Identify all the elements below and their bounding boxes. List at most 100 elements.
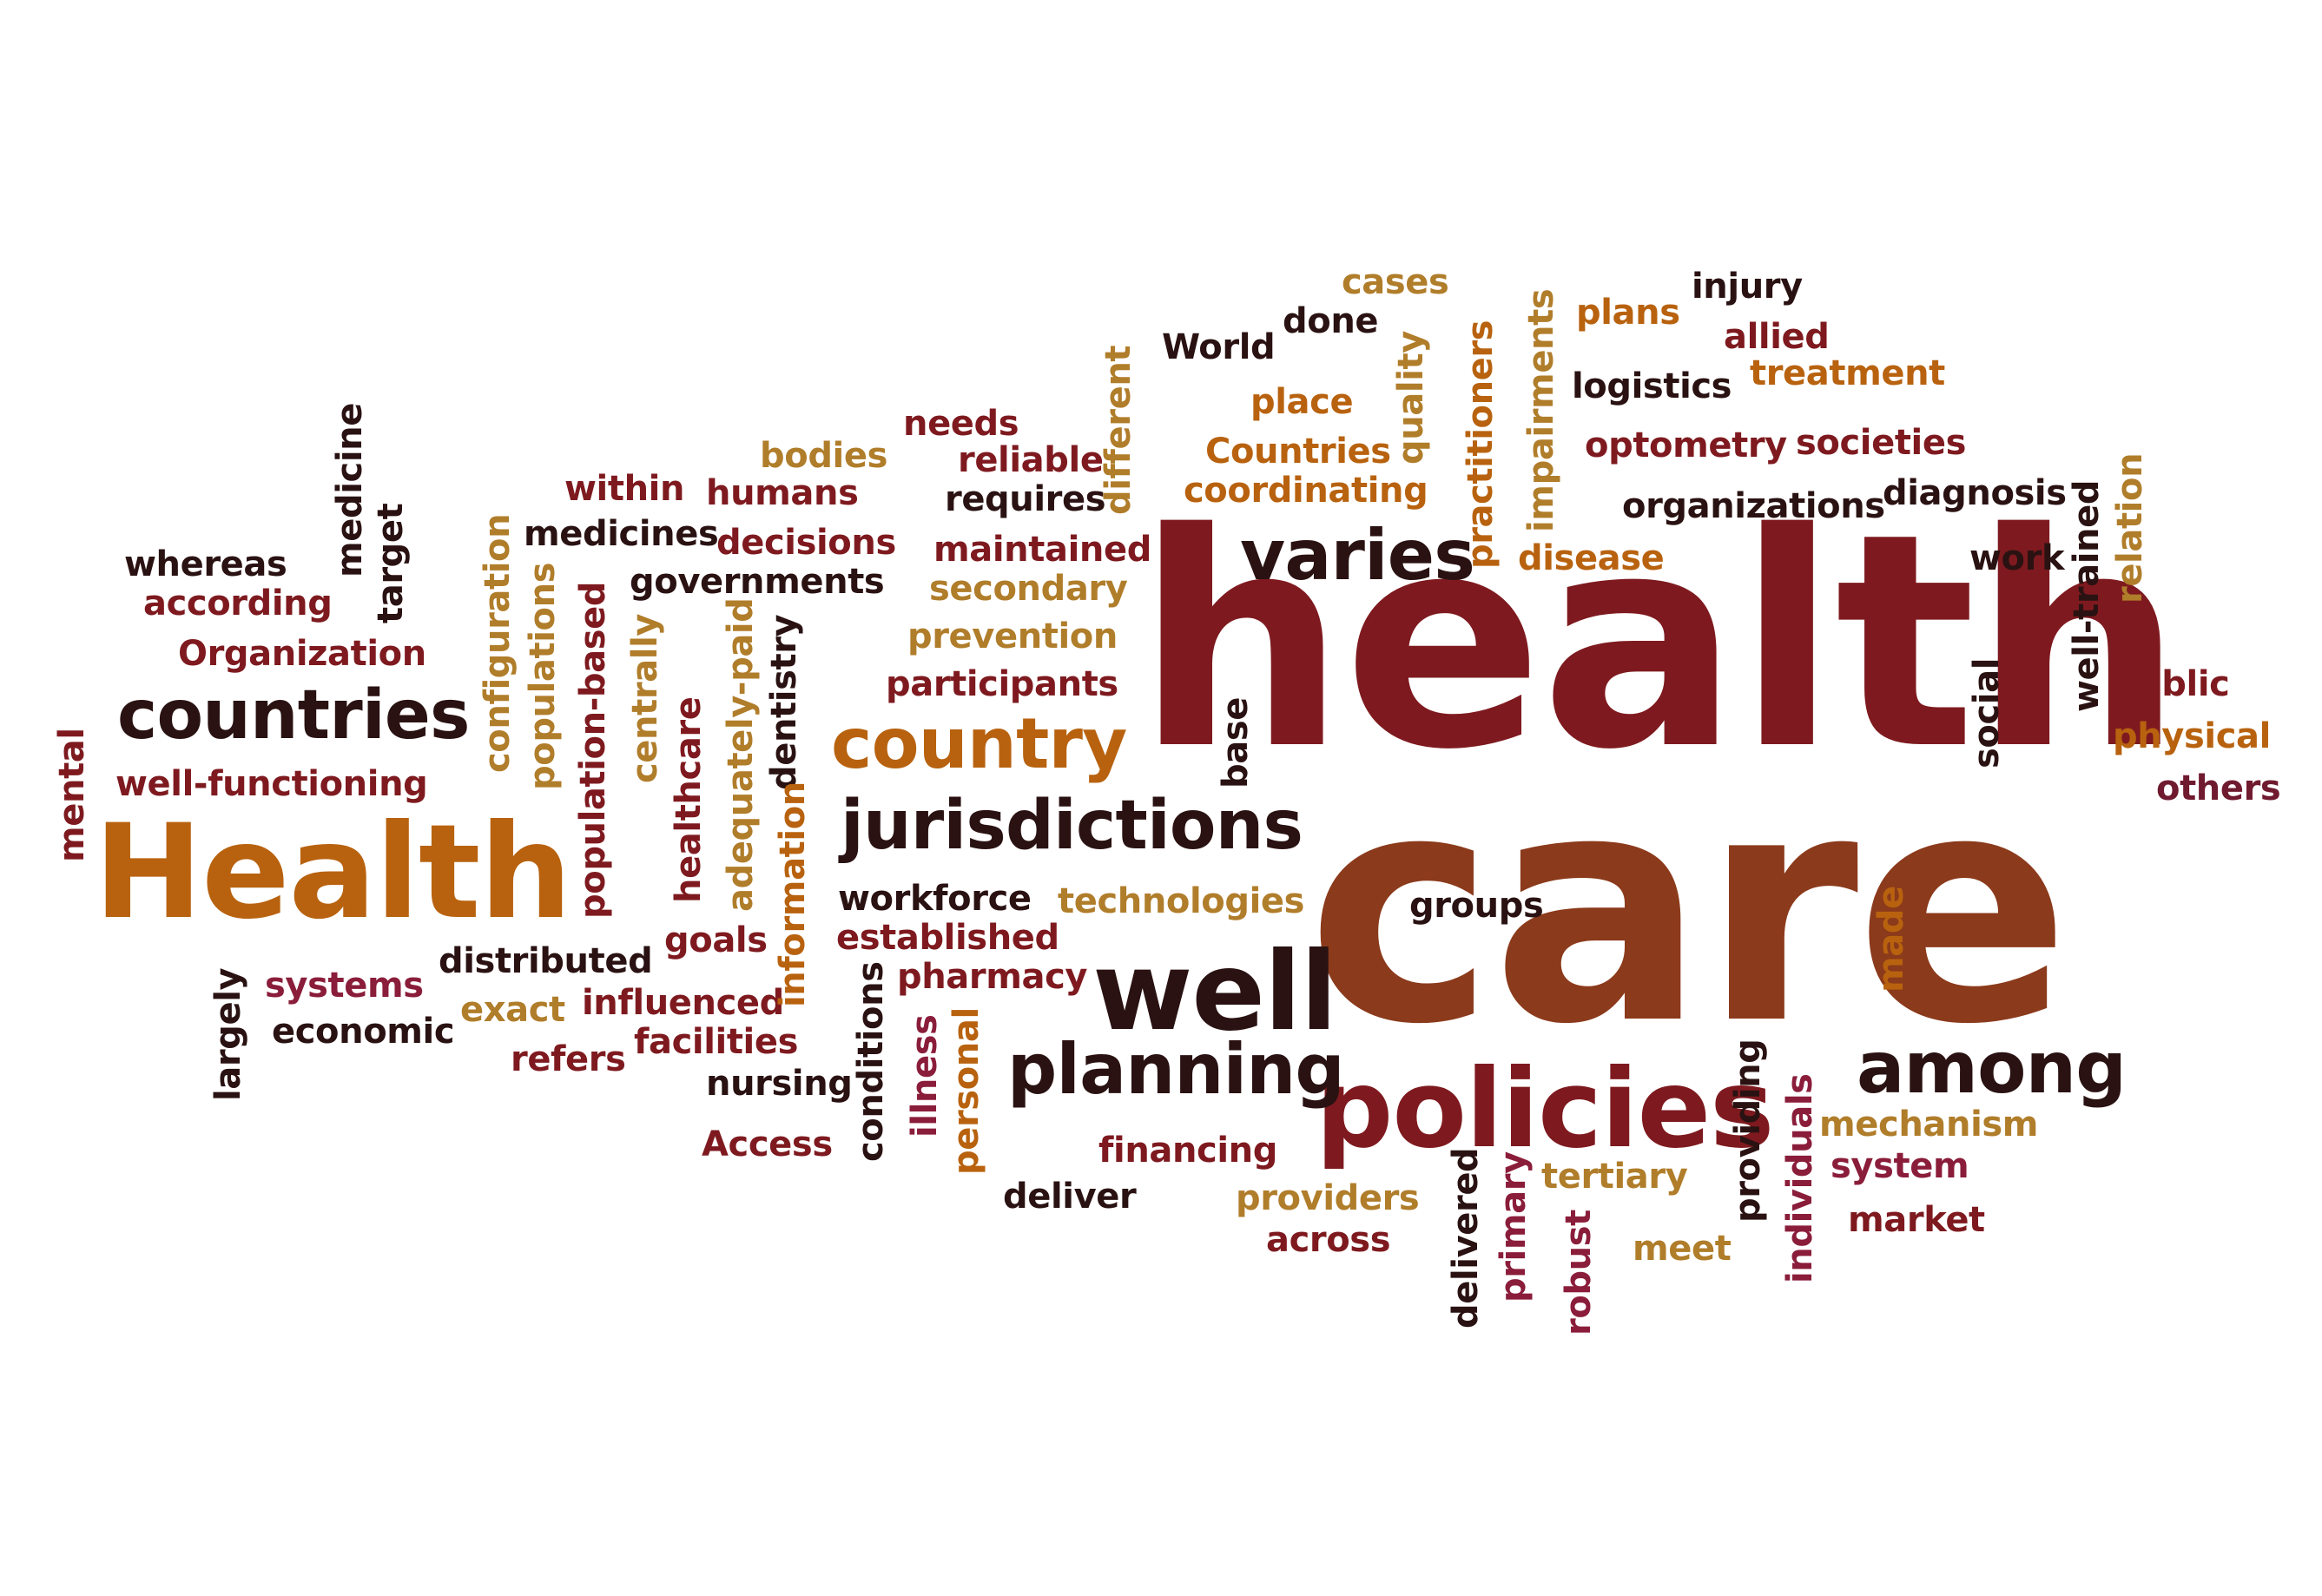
word-deliver: deliver <box>1003 1177 1137 1217</box>
word-policies: policies <box>1316 1046 1774 1172</box>
word-population-based: population-based <box>573 581 613 919</box>
word-primary: primary <box>1494 1151 1534 1303</box>
word-within: within <box>564 469 685 509</box>
word-centrally: centrally <box>625 613 665 783</box>
word-healthcare: healthcare <box>669 696 709 903</box>
word-logistics: logistics <box>1572 366 1732 406</box>
word-dentistry: dentistry <box>764 614 804 790</box>
word-humans: humans <box>706 473 859 513</box>
word-countries: countries <box>117 676 470 755</box>
word-facilities: facilities <box>634 1022 799 1062</box>
word-cases: cases <box>1342 262 1449 302</box>
word-well-functioning: well-functioning <box>115 764 428 804</box>
word-well-trained: well-trained <box>2067 479 2107 712</box>
word-coordinating: coordinating <box>1184 471 1428 511</box>
word-Health: Health <box>94 797 572 948</box>
word-whereas: whereas <box>124 544 287 584</box>
word-system: system <box>1831 1146 1969 1186</box>
word-participants: participants <box>886 664 1118 704</box>
word-others: others <box>2156 768 2281 808</box>
word-illness: illness <box>905 1014 945 1138</box>
word-needs: needs <box>903 404 1019 444</box>
word-different: different <box>1098 345 1138 515</box>
word-impairments: impairments <box>1521 288 1561 532</box>
word-systems: systems <box>265 966 424 1006</box>
word-populations: populations <box>523 562 563 790</box>
word-social: social <box>1967 657 2007 768</box>
word-work: work <box>1969 538 2065 578</box>
word-prevention: prevention <box>907 617 1118 656</box>
word-information: information <box>773 782 813 1007</box>
word-robust: robust <box>1559 1210 1599 1335</box>
word-Organization: Organization <box>178 634 426 674</box>
word-tertiary: tertiary <box>1541 1157 1688 1197</box>
word-organizations: organizations <box>1622 486 1885 526</box>
word-workforce: workforce <box>838 879 1032 919</box>
word-diagnosis: diagnosis <box>1883 473 2067 513</box>
word-established: established <box>836 918 1059 958</box>
word-bodies: bodies <box>760 436 887 476</box>
word-varies: varies <box>1240 515 1475 596</box>
word-treatment: treatment <box>1750 353 1945 393</box>
word-governments: governments <box>630 562 885 602</box>
word-quality: quality <box>1391 331 1431 465</box>
word-across: across <box>1266 1220 1391 1260</box>
word-health: health <box>1136 471 2183 814</box>
word-exact: exact <box>460 990 565 1030</box>
word-medicines: medicines <box>524 514 719 554</box>
word-practitioners: practitioners <box>1461 320 1501 569</box>
word-providing: providing <box>1728 1039 1768 1223</box>
word-Countries: Countries <box>1205 432 1391 472</box>
word-place: place <box>1250 382 1354 422</box>
word-conditions: conditions <box>851 961 891 1162</box>
word-societies: societies <box>1796 423 1967 463</box>
word-adequately-paid: adequately-paid <box>721 597 761 912</box>
word-personal: personal <box>947 1007 986 1175</box>
word-mechanism: mechanism <box>1819 1105 2039 1144</box>
word-among: among <box>1857 1027 2127 1110</box>
word-pharmacy: pharmacy <box>897 957 1088 997</box>
word-providers: providers <box>1236 1178 1420 1218</box>
word-nursing: nursing <box>706 1064 853 1104</box>
word-physical: physical <box>2113 716 2271 756</box>
word-maintained: maintained <box>933 530 1151 570</box>
word-groups: groups <box>1409 886 1544 926</box>
word-made: made <box>1871 886 1911 993</box>
word-meet: meet <box>1633 1229 1732 1269</box>
word-allied: allied <box>1724 317 1830 357</box>
word-jurisdictions: jurisdictions <box>841 787 1303 865</box>
word-delivered: delivered <box>1446 1147 1486 1329</box>
word-individuals: individuals <box>1780 1073 1820 1283</box>
word-according: according <box>143 584 333 623</box>
word-technologies: technologies <box>1058 881 1305 921</box>
word-distributed: distributed <box>439 941 653 981</box>
word-medicine: medicine <box>330 403 370 577</box>
word-done: done <box>1283 301 1379 341</box>
word-target: target <box>371 503 411 623</box>
word-country: country <box>831 703 1127 784</box>
word-reliable: reliable <box>958 440 1104 480</box>
word-public: public <box>2113 664 2230 704</box>
word-requires: requires <box>945 479 1106 519</box>
word-largely: largely <box>208 967 248 1101</box>
word-mental: mental <box>52 728 92 862</box>
word-influenced: influenced <box>582 983 784 1023</box>
word-financing: financing <box>1098 1131 1277 1171</box>
word-secondary: secondary <box>929 569 1128 609</box>
word-economic: economic <box>272 1012 455 1052</box>
word-Access: Access <box>702 1124 833 1164</box>
word-well: well <box>1092 929 1337 1055</box>
word-optometry: optometry <box>1585 425 1787 465</box>
word-goals: goals <box>664 920 768 960</box>
word-plans: plans <box>1576 293 1680 333</box>
word-planning: planning <box>1007 1029 1345 1110</box>
word-World: World <box>1162 327 1276 367</box>
word-decisions: decisions <box>716 523 896 563</box>
word-market: market <box>1848 1200 1985 1240</box>
word-disease: disease <box>1518 538 1665 578</box>
word-injury: injury <box>1692 267 1803 307</box>
word-configuration: configuration <box>478 513 518 773</box>
word-refers: refers <box>511 1039 626 1079</box>
word-care: care <box>1307 725 2070 1094</box>
